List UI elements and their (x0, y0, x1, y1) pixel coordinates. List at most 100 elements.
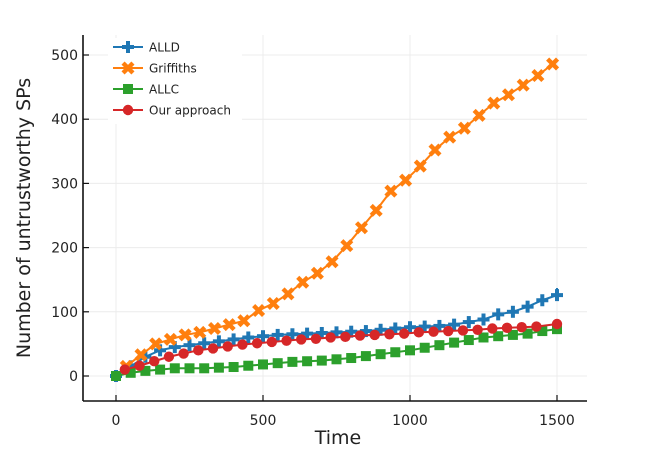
data-point (237, 339, 248, 350)
data-point (369, 329, 380, 341)
data-point (369, 203, 383, 217)
data-point (228, 362, 239, 373)
data-point (325, 255, 339, 269)
data-point (419, 342, 430, 353)
data-point (149, 337, 163, 351)
data-point (310, 333, 322, 344)
data-point (522, 328, 533, 339)
data-point (271, 328, 284, 341)
data-point (384, 184, 398, 198)
data-point (237, 314, 251, 328)
data-point (506, 305, 519, 318)
data-point (227, 333, 240, 346)
data-point (169, 363, 180, 374)
data-point (207, 321, 221, 335)
data-point (346, 353, 357, 364)
marker-bar (443, 130, 457, 144)
data-point (331, 354, 342, 365)
data-point (399, 173, 413, 187)
marker-bar (305, 327, 310, 340)
data-point (330, 326, 343, 339)
data-point (449, 337, 460, 348)
marker-bar (466, 316, 471, 329)
data-point (281, 335, 292, 346)
marker-bar (261, 330, 265, 343)
data-point (536, 294, 549, 307)
marker-bar (266, 296, 280, 310)
data-point (462, 316, 475, 329)
data-point (428, 143, 442, 157)
data-point (374, 323, 387, 336)
data-point (478, 332, 489, 343)
data-point (487, 96, 501, 110)
grid-lines (83, 35, 587, 401)
data-point (551, 318, 563, 330)
y-tick-label: 300 (51, 176, 78, 192)
data-point (252, 304, 266, 318)
marker-bar (275, 328, 280, 341)
data-point (124, 360, 137, 373)
data-point (472, 324, 483, 335)
marker-bar (325, 255, 339, 269)
data-point (413, 327, 425, 338)
data-point (222, 341, 233, 352)
data-point (516, 78, 530, 92)
data-point (134, 360, 145, 371)
data-point (457, 325, 469, 336)
data-point (198, 337, 211, 350)
data-point (243, 360, 254, 371)
data-point (404, 321, 416, 334)
legend-marker (122, 41, 134, 53)
marker-bar (516, 78, 530, 92)
tick-labels: 0 500 1000 1500 0 100 200 300 400 500 (51, 48, 575, 429)
y-tick-label: 500 (51, 48, 78, 64)
marker-bar (178, 328, 192, 342)
legend-marker (122, 104, 134, 116)
marker-bar (472, 108, 486, 122)
data-point (316, 355, 327, 366)
series-our-approach (119, 318, 563, 375)
marker-bar (487, 96, 501, 110)
marker-bar (496, 308, 501, 321)
data-point (125, 367, 136, 378)
data-point (296, 334, 307, 345)
data-point (193, 345, 204, 356)
marker-bar (296, 275, 310, 289)
x-tick-label: 1500 (539, 413, 575, 429)
data-point (405, 345, 415, 356)
data-point (546, 57, 560, 71)
legend-label: ALLC (149, 83, 179, 97)
data-point (463, 335, 474, 346)
marker-bar (207, 321, 221, 335)
data-point (213, 362, 224, 373)
marker-bar (422, 320, 427, 333)
marker-bar (531, 69, 545, 83)
marker-bar (555, 289, 559, 302)
data-point (516, 322, 527, 333)
data-point (119, 364, 131, 375)
data-point (531, 321, 542, 332)
marker-bar (128, 360, 133, 373)
data-point (345, 325, 358, 338)
marker-bar (246, 331, 251, 344)
data-point (155, 364, 166, 375)
data-point (507, 329, 518, 340)
marker-bar (378, 323, 383, 336)
marker-bar (340, 239, 354, 253)
legend-marker (121, 61, 135, 75)
marker-bar (413, 159, 427, 173)
marker-bar (252, 304, 266, 318)
marker-bar (126, 41, 130, 53)
data-point (287, 356, 298, 367)
data-point (212, 335, 225, 348)
x-tick-label: 0 (112, 413, 121, 429)
y-axis-title: Number of untrustworthy SPs (13, 78, 35, 358)
marker-bar (334, 326, 339, 339)
data-point (184, 363, 195, 374)
data-point (340, 331, 351, 343)
data-point (531, 69, 545, 83)
marker-bar (216, 335, 221, 348)
data-point (163, 332, 177, 346)
data-point (315, 326, 328, 339)
x-tick-label: 1000 (392, 413, 428, 429)
